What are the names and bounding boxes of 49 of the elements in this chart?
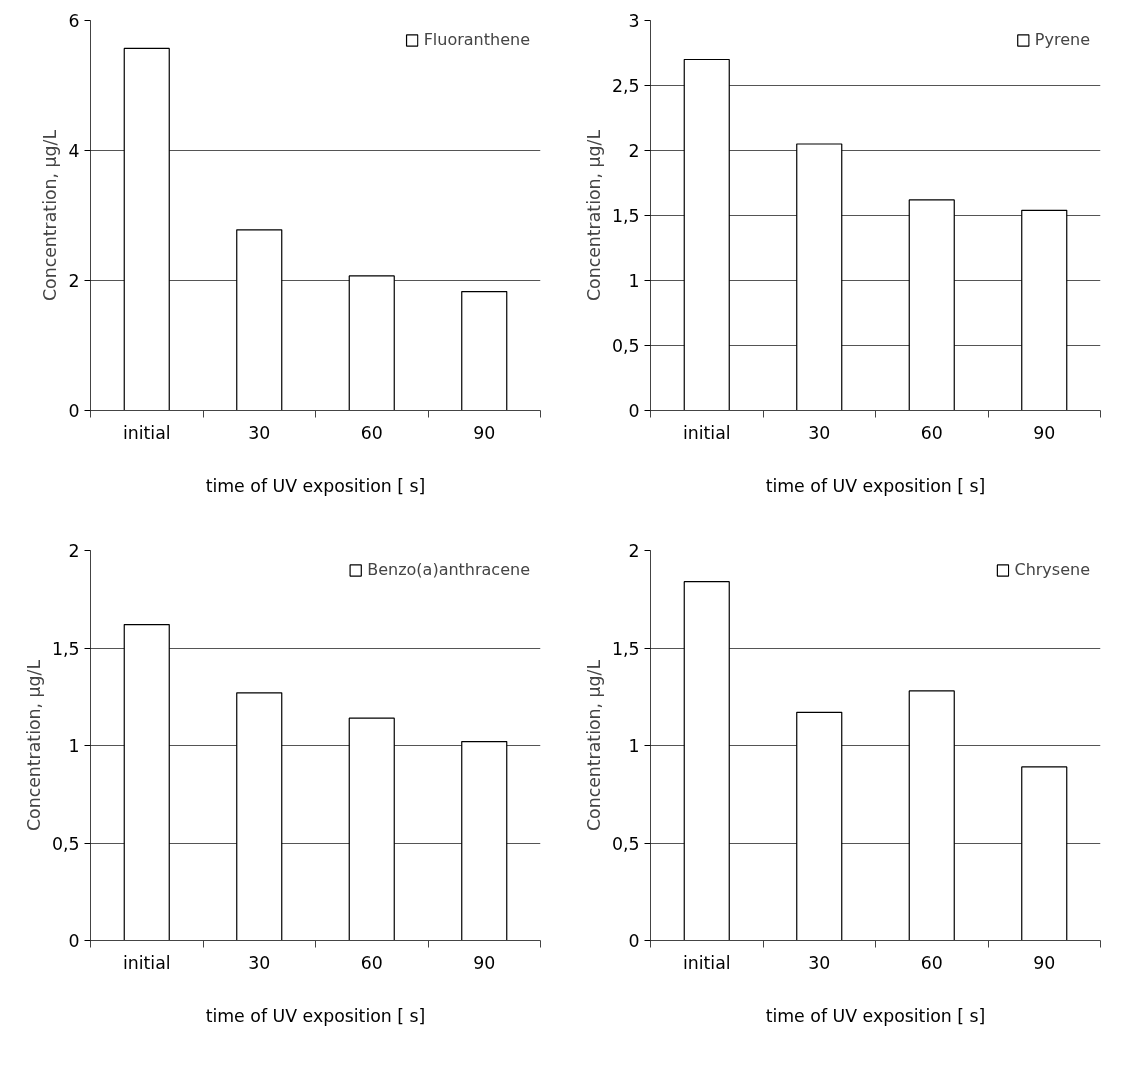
y-axis-title: Concentration, µg/L <box>40 129 61 302</box>
y-tick-label: 1 <box>628 271 640 291</box>
y-tick-label: 1 <box>628 736 640 756</box>
y-tick-label: 2 <box>68 271 80 291</box>
x-tick-label: 90 <box>1033 422 1056 443</box>
x-tick-label: 30 <box>808 422 831 443</box>
legend-label: Pyrene <box>1034 30 1090 49</box>
legend-label: Fluoranthene <box>423 30 530 49</box>
x-tick-label: 90 <box>1033 952 1056 973</box>
y-tick-label: 0 <box>68 931 80 951</box>
x-tick-label: 30 <box>248 952 271 973</box>
x-tick-label: initial <box>682 422 731 443</box>
x-tick-label: 60 <box>360 422 383 443</box>
y-tick-label: 3 <box>628 11 640 31</box>
y-tick-label: 2 <box>628 541 640 561</box>
y-axis-title: Concentration, µg/L <box>583 129 604 302</box>
y-tick-label: 1,5 <box>611 638 640 659</box>
y-tick-label: 1,5 <box>611 206 640 226</box>
y-tick-label: 2 <box>68 541 80 561</box>
y-tick-label: 0,5 <box>51 833 80 854</box>
y-tick-label: 2,5 <box>611 76 640 96</box>
y-tick-label: 0 <box>628 931 640 951</box>
y-tick-label: 0 <box>68 401 80 421</box>
y-tick-label: 4 <box>68 141 80 161</box>
x-axis-title: time of UV exposition [ s] <box>765 1005 986 1026</box>
x-axis-title: time of UV exposition [ s] <box>205 1005 426 1026</box>
y-axis-title: Concentration, µg/L <box>583 659 604 832</box>
x-axis-title: time of UV exposition [ s] <box>765 475 986 496</box>
legend-label: Benzo(a)anthracene <box>367 560 530 579</box>
x-tick-label: 90 <box>473 422 496 443</box>
y-tick-label: 0,5 <box>611 833 640 854</box>
y-tick-label: 1,5 <box>51 638 80 659</box>
x-tick-label: 60 <box>360 952 383 973</box>
y-tick-label: 6 <box>68 11 80 31</box>
y-axis-title: Concentration, µg/L <box>23 659 44 832</box>
x-tick-label: initial <box>122 422 171 443</box>
y-tick-label: 0,5 <box>611 336 640 356</box>
x-axis-title: time of UV exposition [ s] <box>205 475 426 496</box>
x-tick-label: 60 <box>920 422 943 443</box>
x-tick-label: 30 <box>248 422 271 443</box>
x-tick-label: initial <box>122 952 171 973</box>
y-tick-label: 0 <box>628 401 640 421</box>
x-tick-label: 60 <box>920 952 943 973</box>
x-tick-label: 90 <box>473 952 496 973</box>
x-tick-label: initial <box>682 952 731 973</box>
legend-label: Chrysene <box>1014 560 1090 579</box>
x-tick-label: 30 <box>808 952 831 973</box>
y-tick-label: 2 <box>628 141 640 161</box>
y-tick-label: 1 <box>68 736 80 756</box>
